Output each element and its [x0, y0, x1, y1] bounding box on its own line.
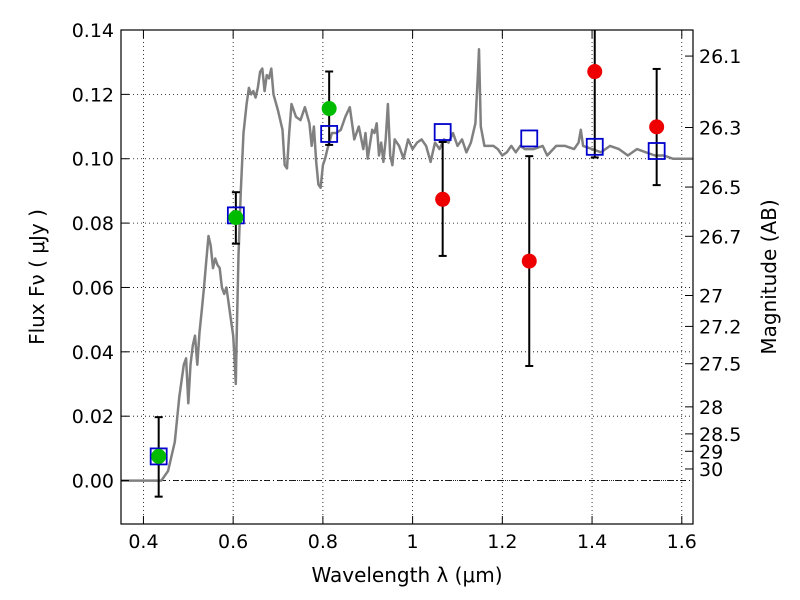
x-tick-label: 0.8: [308, 531, 338, 553]
right-tick-label: 27.5: [699, 354, 741, 376]
observed-photometry-dot: [435, 191, 451, 207]
model-photometry-square: [647, 142, 666, 160]
right-tick-label: 29: [699, 441, 723, 463]
y-tick-label: 0.06: [72, 277, 114, 299]
right-tick-label: 28.5: [699, 424, 741, 446]
x-tick-label: 1.2: [487, 531, 517, 553]
plot-background: [121, 30, 693, 524]
right-axis-label: Magnitude (AB): [757, 199, 781, 354]
x-tick-label: 0.4: [128, 531, 158, 553]
right-tick-label: 27: [699, 286, 723, 308]
x-tick-label: 1: [407, 531, 419, 553]
right-tick-label: 26.5: [699, 177, 741, 199]
model-spectrum-line: [121, 48, 693, 482]
x-tick-label: 1.4: [577, 531, 607, 553]
y-tick-label: 0.14: [72, 20, 114, 42]
model-photometry-square: [520, 129, 539, 148]
y-tick-label: 0.02: [72, 406, 114, 428]
y-tick-label: 0.12: [72, 84, 114, 106]
y-tick-label: 0.00: [72, 471, 114, 493]
observed-photometry-dot: [151, 448, 167, 464]
observed-photometry-dot: [649, 119, 665, 135]
right-tick-label: 26.1: [699, 46, 741, 68]
right-tick-label: 26.3: [699, 118, 741, 140]
model-photometry-square: [149, 447, 168, 466]
ticks: 0.4 0.6 0.8 1 1.2 1.4 1.6 0.00 0.02 0.04 0.06 0.08 0…: [72, 20, 742, 553]
y-tick-label: 0.10: [72, 149, 114, 171]
model-photometry-square: [320, 125, 339, 143]
y-tick-label: 0.08: [72, 213, 114, 235]
right-tick-label: 28: [699, 397, 723, 419]
y-axis-label: Flux Fν ( μJy ): [25, 209, 49, 345]
right-tick-label: 27.2: [699, 316, 741, 338]
right-tick-label: 30: [699, 459, 723, 481]
series-layer: [121, 30, 693, 498]
x-axis-label: Wavelength λ (μm): [311, 563, 502, 587]
plot-frame: [120, 29, 694, 525]
y-tick-label: 0.04: [72, 342, 114, 364]
x-tick-label: 0.6: [218, 531, 248, 553]
observed-photometry-dot: [521, 253, 537, 269]
model-photometry-square: [585, 137, 604, 156]
observed-photometry-dot: [587, 64, 603, 80]
x-tick-label: 1.6: [667, 531, 697, 553]
observed-photometry-dot: [228, 210, 244, 226]
observed-photometry-dot: [321, 101, 337, 117]
right-tick-label: 26.7: [699, 226, 741, 248]
model-photometry-square: [433, 123, 452, 141]
